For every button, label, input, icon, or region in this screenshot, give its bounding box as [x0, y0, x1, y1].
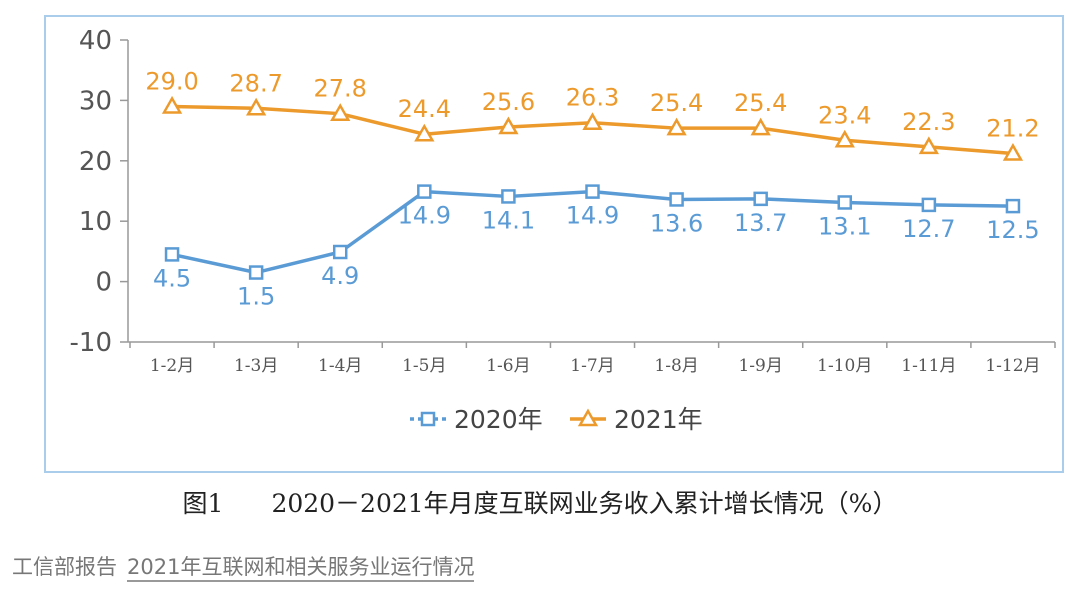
data-point-marker: [161, 95, 183, 114]
data-label: 4.5: [153, 264, 191, 292]
data-point-marker: [837, 195, 853, 210]
data-point-marker: [414, 123, 435, 142]
data-label: 28.7: [229, 69, 282, 97]
y-tick-label: 30: [79, 86, 112, 116]
x-tick-label: 1-11月: [901, 356, 956, 376]
x-tick-label: 1-4月: [318, 356, 362, 376]
data-label: 25.4: [650, 89, 703, 117]
source-org: 工信部报告: [12, 555, 117, 579]
chart-frame: [44, 15, 1064, 473]
data-point-marker: [753, 191, 768, 207]
data-label: 13.7: [734, 209, 787, 237]
legend-label-1: 2021年: [614, 405, 703, 434]
data-point-marker: [585, 184, 600, 199]
data-point-marker: [1002, 143, 1024, 161]
source-line: 工信部报告 2021年互联网和相关服务业运行情况: [12, 551, 475, 582]
data-label: 22.3: [902, 108, 955, 136]
data-label: 21.2: [986, 115, 1039, 143]
data-label: 24.4: [398, 95, 451, 123]
x-tick-label: 1-2月: [150, 356, 194, 376]
data-label: 12.7: [902, 215, 955, 243]
data-point-marker: [164, 247, 180, 262]
data-label: 29.0: [145, 67, 198, 95]
x-tick-label: 1-10月: [817, 356, 872, 376]
line-chart: 40 30 20 10 0 -10 1-2月 1-3月 1-4月 1-5月 1-6月 1-7月 1-8月…: [70, 26, 1056, 434]
x-tick-label: 1-5月: [402, 356, 446, 376]
x-tick-label: 1-3月: [234, 356, 278, 376]
x-tick-label: 1-8月: [654, 356, 698, 376]
data-point-marker: [921, 197, 937, 213]
data-label: 4.9: [321, 262, 359, 290]
data-label: 14.9: [398, 202, 451, 230]
y-tick-label: 20: [79, 147, 112, 177]
data-point-marker: [834, 129, 855, 148]
legend-label-0: 2020年: [454, 405, 543, 434]
data-point-marker: [501, 189, 516, 204]
data-point-marker: [417, 184, 432, 199]
data-point-marker: [666, 117, 687, 136]
y-tick-label: 0: [95, 268, 112, 298]
data-point-marker: [330, 103, 351, 121]
x-tick-label: 1-9月: [738, 356, 782, 376]
data-label: 25.6: [482, 88, 535, 116]
data-label: 13.6: [650, 209, 703, 237]
figure-title: 2020－2021年月度互联网业务收入累计增长情况（%）: [271, 489, 898, 518]
data-label: 12.5: [986, 216, 1039, 244]
x-tick-label: 1-6月: [486, 356, 530, 376]
data-point-marker: [582, 112, 603, 130]
y-tick-label: 10: [79, 207, 112, 237]
y-tick-label: -10: [70, 328, 112, 358]
legend-marker-0: [420, 411, 436, 427]
data-label: 14.9: [566, 202, 619, 230]
x-tick-label: 1-7月: [570, 356, 614, 376]
figure-caption: 图1 2020－2021年月度互联网业务收入累计增长情况（%）: [0, 484, 1080, 520]
figure-number: 图1: [182, 489, 224, 518]
data-point-marker: [498, 116, 519, 135]
data-label: 1.5: [237, 283, 275, 311]
x-tick-label: 1-12月: [985, 356, 1040, 376]
y-tick-label: 40: [79, 26, 112, 56]
data-label: 13.1: [818, 212, 871, 240]
data-label: 14.1: [482, 206, 535, 234]
data-point-marker: [918, 136, 940, 155]
data-point-marker: [750, 117, 771, 136]
data-point-marker: [332, 244, 348, 260]
legend-marker-1: [577, 408, 599, 427]
data-label: 25.4: [734, 89, 787, 117]
source-link[interactable]: 2021年互联网和相关服务业运行情况: [127, 555, 475, 582]
data-point-marker: [245, 97, 267, 116]
data-label: 27.8: [314, 75, 367, 103]
data-point-marker: [669, 192, 684, 207]
data-point-marker: [1005, 198, 1021, 214]
data-label: 26.3: [566, 84, 619, 112]
data-label: 23.4: [818, 101, 871, 129]
data-point-marker: [248, 265, 264, 280]
